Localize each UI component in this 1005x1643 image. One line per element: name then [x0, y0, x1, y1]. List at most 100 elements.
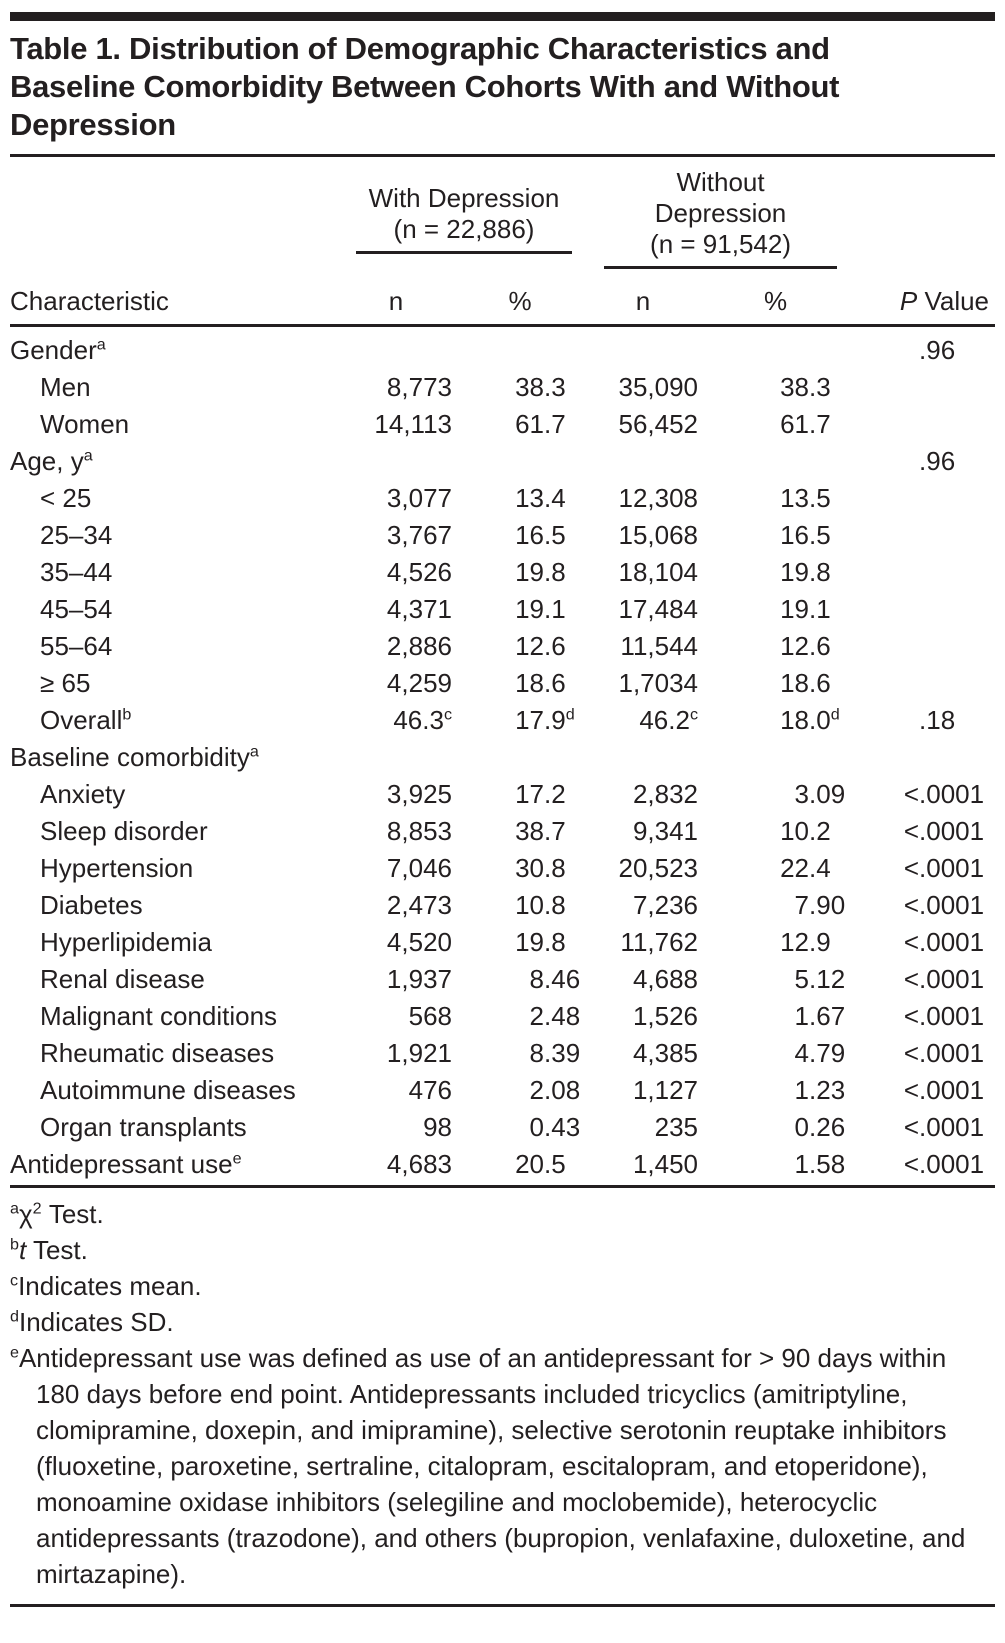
table-row: 35–44 4,526 19.8 18,104 19.8 [10, 554, 995, 591]
row-label: Men [40, 372, 91, 402]
cell-with-pct: 61.7 [515, 409, 566, 439]
cell-without-pct: 1.67 [794, 1001, 846, 1031]
table-row: Autoimmune diseases 476 2.08 1,127 1.23 … [10, 1072, 995, 1109]
cell-without-pct: 13.5 [780, 483, 831, 513]
cell-without-pct: 38.3 [780, 372, 831, 402]
cell-with-pct: 19.8 [515, 557, 566, 587]
cell-without-n: 11,544 [620, 631, 699, 661]
group-header-spacer [10, 157, 340, 269]
cell-with-n: 2,473 [386, 890, 452, 920]
cell-with-n: 7,046 [386, 853, 452, 883]
cell-without-pct [698, 326, 853, 370]
cell-with-pct: 19.1 [515, 594, 566, 624]
cell-without-pct: 22.4 [780, 853, 831, 883]
cell-p-value: <.0001 [903, 1001, 985, 1031]
cell-p-value [853, 369, 995, 406]
cell-with-n: 14,113 [374, 409, 452, 439]
footnote-text: Indicates mean. [18, 1271, 202, 1301]
table-body: Gendera .96 Men 8,773 38.3 35,090 38.3 W… [10, 326, 995, 1184]
group-header-line: With Depression [368, 182, 560, 213]
cell-p-value [853, 665, 995, 702]
row-label: Age, ya [10, 446, 93, 476]
group-header-without-depression-box: Without Depression (n = 91,542) [604, 165, 838, 269]
cell-without-n: 2,832 [632, 779, 699, 809]
footnote-a: aχ2 Test. [10, 1196, 995, 1232]
footnote-e: eAntidepressant use was defined as use o… [10, 1340, 995, 1592]
cell-p-value [853, 406, 995, 443]
cell-with-n: 3,077 [386, 483, 452, 513]
cell-without-n: 9,341 [632, 816, 699, 846]
cell-with-pct: 2.08 [529, 1075, 581, 1105]
cell-without-pct: 18.0d [780, 705, 840, 735]
cell-p-value: <.0001 [903, 1075, 985, 1105]
cell-without-pct: 18.6 [780, 668, 831, 698]
cell-without-pct: 5.12 [794, 964, 846, 994]
cell-without-n: 11,762 [620, 927, 699, 957]
cell-p-value: <.0001 [903, 1112, 985, 1142]
cell-with-n: 4,526 [386, 557, 452, 587]
table-row: Baseline comorbiditya [10, 739, 995, 776]
cell-with-pct [452, 326, 588, 370]
group-header-line: (n = 22,886) [393, 213, 535, 244]
footnote-text: t Test. [18, 1235, 88, 1265]
footnote-marker: a [10, 1199, 19, 1218]
cell-without-pct: 1.58 [794, 1149, 846, 1179]
footnote-marker: e [10, 1343, 19, 1362]
group-header-spacer [853, 157, 995, 269]
cell-p-value: <.0001 [903, 890, 985, 920]
cell-without-pct: 7.90 [794, 890, 846, 920]
cell-with-n: 1,937 [386, 964, 452, 994]
table-title-line: Table 1. Distribution of Demographic Cha… [10, 31, 830, 66]
title-rule [10, 154, 995, 157]
footnote-text: Indicates SD. [18, 1307, 174, 1337]
table-row: Overallb 46.3c 17.9d 46.2c 18.0d .18 [10, 702, 995, 739]
row-label: Rheumatic diseases [40, 1038, 275, 1068]
cell-with-pct: 18.6 [515, 668, 566, 698]
group-header-line: Without [676, 167, 765, 197]
row-label: Hypertension [40, 853, 194, 883]
column-header-p-value: P Value [853, 269, 996, 327]
cell-without-n: 1,127 [632, 1075, 699, 1105]
footnote-marker: c [10, 1271, 19, 1290]
row-label: 45–54 [40, 594, 113, 624]
cell-p-value [853, 554, 995, 591]
table-row: Hyperlipidemia 4,520 19.8 11,762 12.9 <.… [10, 924, 995, 961]
column-header-with-n: n [340, 269, 452, 327]
cell-without-pct: 12.9 [780, 927, 831, 957]
cell-p-value: <.0001 [903, 1149, 985, 1179]
cell-without-n: 15,068 [618, 520, 699, 550]
cell-without-n [588, 443, 698, 480]
cell-with-n: 8,773 [386, 372, 452, 402]
table-row: Organ transplants 98 0.43 235 0.26 <.000… [10, 1109, 995, 1146]
group-header-line: (n = 91,542) [650, 229, 791, 259]
cell-p-value [853, 480, 995, 517]
cell-with-pct: 13.4 [515, 483, 566, 513]
cell-with-n: 98 [423, 1112, 452, 1142]
cell-without-pct: 16.5 [780, 520, 831, 550]
table-row: Renal disease 1,937 8.46 4,688 5.12 <.00… [10, 961, 995, 998]
cell-p-value [853, 739, 995, 776]
row-label: 25–34 [40, 520, 113, 550]
cell-with-pct: 19.8 [515, 927, 566, 957]
table-row: Gendera .96 [10, 326, 995, 370]
column-header-without-n: n [588, 269, 699, 327]
row-label: Baseline comorbiditya [10, 742, 259, 772]
cell-without-n: 1,7034 [618, 668, 699, 698]
cell-p-value: <.0001 [903, 1038, 985, 1068]
cell-without-n [588, 326, 698, 370]
cell-with-pct: 16.5 [515, 520, 566, 550]
footnotes: aχ2 Test. bt Test. cIndicates mean. dInd… [10, 1196, 995, 1592]
demographics-table: With Depression (n = 22,886) Without Dep… [10, 157, 996, 1184]
cell-with-pct: 8.46 [529, 964, 581, 994]
cell-without-pct [698, 443, 853, 480]
cell-without-n: 235 [654, 1112, 699, 1142]
table-header: With Depression (n = 22,886) Without Dep… [10, 157, 996, 327]
cell-p-value [853, 591, 995, 628]
table-row: 45–54 4,371 19.1 17,484 19.1 [10, 591, 995, 628]
cell-with-pct: 38.7 [515, 816, 566, 846]
row-label: Gendera [10, 335, 106, 365]
table-row: ≥ 65 4,259 18.6 1,7034 18.6 [10, 665, 995, 702]
row-label: ≥ 65 [40, 668, 91, 698]
cell-without-n: 4,688 [632, 964, 699, 994]
cell-without-pct: 0.26 [794, 1112, 846, 1142]
